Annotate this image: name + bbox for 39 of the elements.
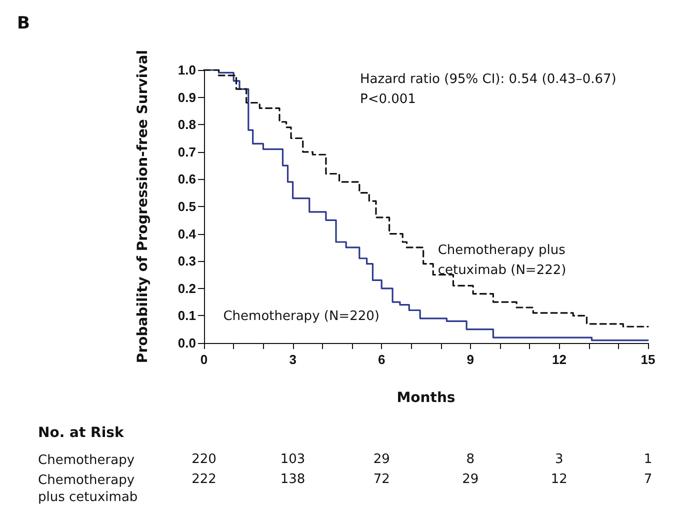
text: Chemotherapy (38, 452, 136, 469)
y-axis-title: Probability of Progression-free Survival (135, 50, 151, 364)
text: 72 (373, 472, 390, 487)
text: 222 (192, 472, 216, 487)
y-tick-label: 0.1 (178, 308, 196, 324)
x-tick-label: 6 (378, 352, 386, 367)
text: 138 (280, 472, 306, 487)
y-tick-label: 0.5 (178, 199, 196, 214)
x-tick-label: 12 (552, 352, 566, 367)
text: No. at Risk (38, 425, 124, 441)
y-tick-label: 0.7 (178, 144, 196, 160)
y-tick-label: 0.2 (178, 280, 196, 296)
text: 29 (462, 472, 479, 487)
text: 1 (644, 452, 652, 467)
y-tick-label: 0.3 (178, 254, 196, 269)
x-axis-title: Months (396, 390, 456, 406)
x-tick-label: 3 (289, 352, 296, 367)
text: 103 (280, 452, 306, 467)
series-label: Chemotherapy plus cetuximab (N=222) (438, 242, 568, 280)
text: 220 (192, 452, 216, 467)
text: Chemotherapy plus cetuximab (38, 472, 139, 506)
text: 29 (373, 452, 390, 467)
text: 8 (466, 452, 475, 467)
y-tick-label: 0.9 (178, 90, 196, 105)
x-tick-label: 15 (640, 352, 656, 367)
annotation: Hazard ratio (95% CI): 0.54 (0.43–0.67) (360, 72, 616, 87)
series-label: Chemotherapy (N=220) (223, 308, 380, 326)
y-tick-label: 0.6 (178, 172, 196, 187)
text: 7 (644, 472, 652, 487)
text: B (17, 14, 30, 34)
y-tick-label: 0.8 (178, 117, 196, 132)
x-tick-label: 0 (200, 352, 208, 367)
text: 3 (555, 452, 564, 467)
annotation: P<0.001 (360, 92, 416, 107)
x-tick-label: 9 (466, 352, 474, 367)
y-tick-label: 0.4 (178, 226, 197, 242)
y-tick-label: 1.0 (178, 62, 196, 78)
text: 12 (550, 472, 568, 487)
y-tick-label: 0.0 (178, 336, 196, 350)
